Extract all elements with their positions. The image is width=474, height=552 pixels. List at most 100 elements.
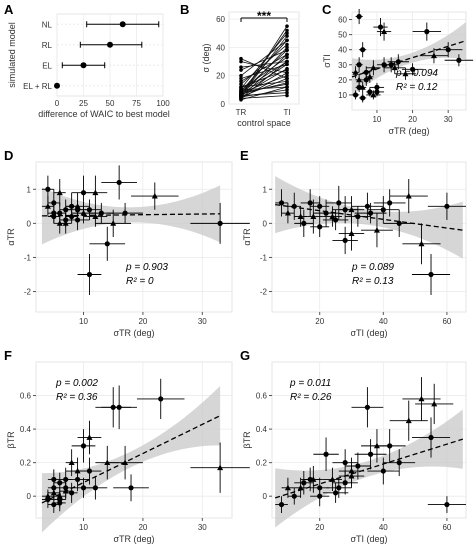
estimate-point: [107, 41, 113, 48]
y-tick-label: -1: [24, 253, 32, 262]
data-point-triangle: [348, 467, 355, 474]
data-point: [444, 203, 450, 209]
data-point-triangle: [92, 189, 99, 196]
x-tick-label: 0: [55, 99, 60, 108]
data-point: [367, 210, 374, 216]
y-tick-label: 0.2: [256, 459, 268, 468]
x-tick-label: 20: [408, 115, 417, 124]
data-point: [301, 220, 307, 226]
data-point: [377, 24, 384, 30]
panel-d: 10 20 30 -2 -1 0 1 σTR (deg) αTR p = 0.903 R² = 0: [6, 161, 250, 338]
y-tick-label: 40: [338, 46, 347, 55]
ti-point: [285, 45, 289, 50]
data-point: [86, 468, 93, 474]
x-tick-label: 60: [442, 317, 451, 326]
data-point-triangle: [44, 492, 51, 499]
y-tick-label: 30: [338, 61, 347, 70]
data-point-triangle: [44, 203, 51, 209]
panel-g: 20 40 60 0 0.2 0.4 0.6 σTI (deg) βTR p = 0.011 R² …: [242, 361, 467, 544]
y-axis-label: βTR: [242, 431, 252, 449]
pair-line: [240, 61, 288, 68]
tr-point: [239, 79, 243, 84]
category-label: EL + RL: [23, 82, 52, 91]
ti-point: [285, 90, 289, 95]
data-point: [342, 237, 348, 244]
ti-point: [285, 68, 289, 72]
ti-point: [285, 55, 289, 60]
ti-point: [285, 34, 289, 38]
panel-f: 10 20 30 0 0.2 0.4 0.6 σTR (deg) βTR p = 0.002 R² …: [6, 361, 250, 544]
p-value-label: p = 0.094: [395, 68, 438, 79]
x-tick-label: 10: [372, 115, 381, 124]
x-axis-label: σTI (deg): [350, 328, 387, 338]
data-point: [352, 92, 359, 98]
data-point: [428, 271, 434, 278]
data-point: [317, 224, 323, 230]
data-point: [360, 95, 366, 101]
data-point: [409, 66, 416, 72]
ti-point: [285, 82, 289, 86]
category-label: RL: [42, 41, 53, 50]
estimate-point: [80, 62, 87, 69]
data-point: [360, 47, 366, 53]
r-squared-label: R² = 0.12: [396, 82, 438, 93]
ti-point: [285, 24, 289, 28]
plot-area-d: [35, 161, 233, 313]
p-value-label: p = 0.011: [289, 378, 331, 389]
data-point: [356, 62, 362, 68]
data-point: [336, 200, 342, 206]
ti-point: [285, 28, 289, 33]
ti-point: [285, 79, 289, 84]
ti-point: [285, 52, 289, 57]
data-point-triangle: [391, 64, 398, 71]
data-point-triangle: [217, 464, 224, 471]
data-point: [396, 460, 402, 466]
y-tick-label: 0.4: [256, 425, 268, 434]
data-point: [387, 200, 393, 206]
pair-line: [240, 92, 288, 96]
y-tick-label: 10: [338, 91, 347, 100]
y-tick-label: 40: [216, 43, 225, 52]
data-point: [80, 443, 87, 449]
x-axis-label: difference of WAIC to best model: [38, 109, 170, 119]
data-point-triangle: [50, 489, 57, 496]
ti-point: [285, 62, 289, 67]
data-point-triangle: [381, 28, 388, 34]
tr-point: [239, 96, 243, 101]
data-point: [355, 463, 361, 469]
data-point: [380, 468, 386, 474]
x-tick-label: 10: [79, 523, 88, 532]
data-point: [57, 480, 63, 486]
trend-line: [41, 213, 221, 217]
category-label: TI: [283, 108, 290, 117]
p-value-label: p = 0.903: [125, 262, 168, 273]
trend-line: [41, 415, 221, 504]
tr-point: [239, 85, 243, 89]
x-axis-label: σTR (deg): [388, 126, 429, 136]
panel-label-d: D: [4, 148, 13, 163]
data-point: [396, 220, 402, 226]
pair-line: [240, 63, 288, 79]
data-point: [336, 485, 342, 491]
trend-line: [351, 40, 467, 78]
pair-line: [240, 32, 288, 89]
x-tick-label: 30: [198, 317, 207, 326]
data-point-triangle: [431, 400, 438, 407]
trend-line: [274, 438, 464, 499]
y-axis-label: αTR: [6, 228, 16, 246]
data-point: [387, 443, 393, 449]
r-squared-label: R² = 0.13: [352, 276, 394, 287]
data-point-triangle: [329, 213, 336, 219]
category-label: EL: [42, 61, 52, 70]
tr-point: [239, 82, 243, 86]
data-point: [445, 47, 451, 53]
data-point: [301, 480, 307, 486]
panel-c: 10 20 30 10 20 30 40 50 60 σTR (deg) σTI p = 0.094 R…: [322, 8, 474, 136]
ti-point: [285, 93, 289, 98]
y-tick-label: 0: [263, 492, 268, 501]
data-point-triangle: [68, 459, 75, 466]
ti-point: [285, 85, 289, 89]
y-tick-label: 0.4: [20, 425, 32, 434]
y-axis-label: σ (deg): [201, 43, 211, 72]
data-point: [356, 13, 362, 20]
